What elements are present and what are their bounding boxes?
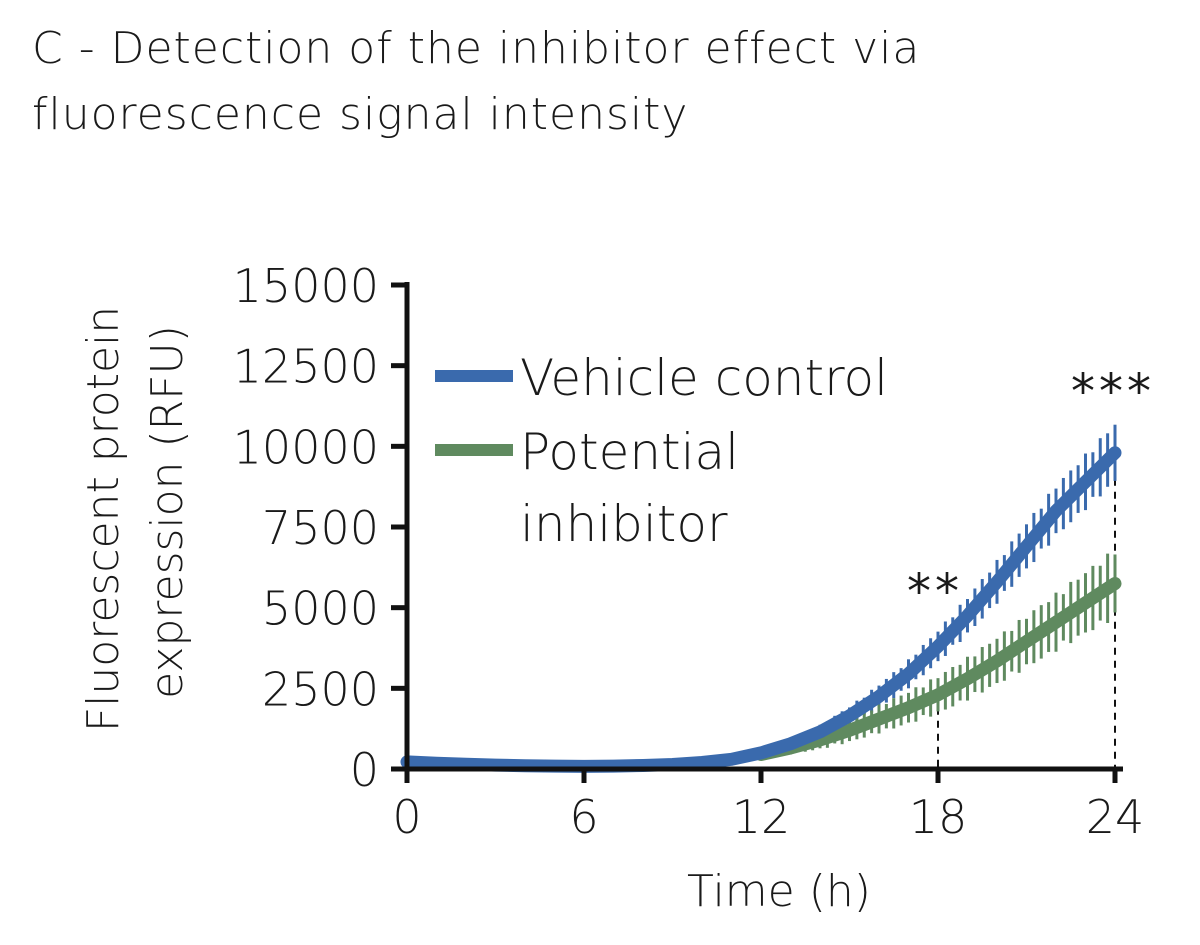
series-line-potential-inhibitor — [754, 577, 1122, 761]
y-tick-label: 10000 — [233, 420, 379, 474]
x-tick-label: 24 — [1086, 790, 1145, 844]
series-line-vehicle-control — [400, 446, 1122, 773]
ticks — [391, 282, 1118, 783]
legend-label-potential-inhibitor: Potential inhibitor — [520, 423, 755, 553]
legend: Vehicle control Potential inhibitor — [435, 349, 888, 553]
chart-title-line-1: C - Detection of the inhibitor effect vi… — [32, 23, 921, 74]
y-tick-label: 12500 — [233, 340, 379, 394]
significance-annotation-18h: ** — [907, 564, 963, 620]
series-lines — [400, 446, 1122, 773]
chart-title: C - Detection of the inhibitor effect vi… — [32, 16, 1152, 148]
significance-annotation-24h: *** — [1071, 364, 1155, 420]
y-tick-label: 15000 — [233, 259, 379, 313]
y-tick-label: 5000 — [262, 582, 379, 636]
x-tick-label: 0 — [392, 790, 421, 844]
y-axis-title: Fluorescent protein expression (RFU) — [78, 292, 193, 732]
y-tick-label: 7500 — [262, 501, 379, 555]
tick-labels: 0 2500 5000 7500 10000 12500 15000 0 6 12 18 24 — [233, 259, 1145, 844]
chart-title-line-2: fluorescence signal intensity — [32, 89, 689, 140]
y-tick-label: 0 — [350, 743, 379, 797]
x-axis-title: Time (h) — [687, 866, 871, 917]
legend-label-vehicle-control: Vehicle control — [520, 349, 888, 407]
x-tick-label: 12 — [732, 790, 791, 844]
y-axis-title-line-1: Fluorescent protein — [78, 306, 129, 732]
y-tick-label: 2500 — [262, 662, 379, 716]
x-tick-label: 18 — [909, 790, 968, 844]
y-axis-title-line-2: expression (RFU) — [142, 325, 193, 699]
x-tick-label: 6 — [569, 790, 598, 844]
